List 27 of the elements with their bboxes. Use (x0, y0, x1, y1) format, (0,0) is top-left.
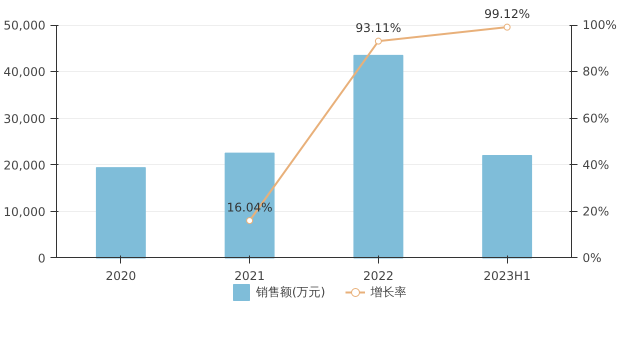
bar (353, 54, 404, 258)
y-tick-label: 20,000 (4, 158, 46, 172)
legend-label: 销售额(万元) (256, 284, 326, 300)
x-tick-label: 2022 (363, 268, 394, 283)
point (246, 217, 254, 224)
point (504, 24, 511, 31)
x-tick-label: 2021 (234, 268, 265, 283)
y-tick-label: 50,000 (4, 18, 46, 33)
y2-tick-label: 100% (582, 18, 617, 32)
y-tick-label: 0 (38, 251, 46, 266)
y2-tick-label: 60% (582, 111, 610, 126)
point (374, 38, 382, 45)
data-label: 93.11% (355, 21, 402, 36)
x-tick-label: 2023H1 (484, 268, 531, 283)
y2-tick-label: 80% (582, 64, 610, 79)
y-tick-label: 30,000 (4, 112, 46, 126)
y2-tick-label: 0% (582, 250, 602, 265)
bar (96, 167, 146, 258)
legend-label: 增长率 (370, 284, 406, 300)
y-tick-label: 10,000 (4, 204, 46, 219)
y2-tick-label: 20% (582, 204, 610, 218)
x-tick-label: 2020 (106, 268, 136, 283)
y-tick-label: 40,000 (4, 65, 46, 80)
y2-tick-label: 40% (582, 158, 610, 172)
data-label: 99.12% (484, 7, 530, 22)
bar (224, 152, 275, 258)
bar (482, 155, 532, 258)
